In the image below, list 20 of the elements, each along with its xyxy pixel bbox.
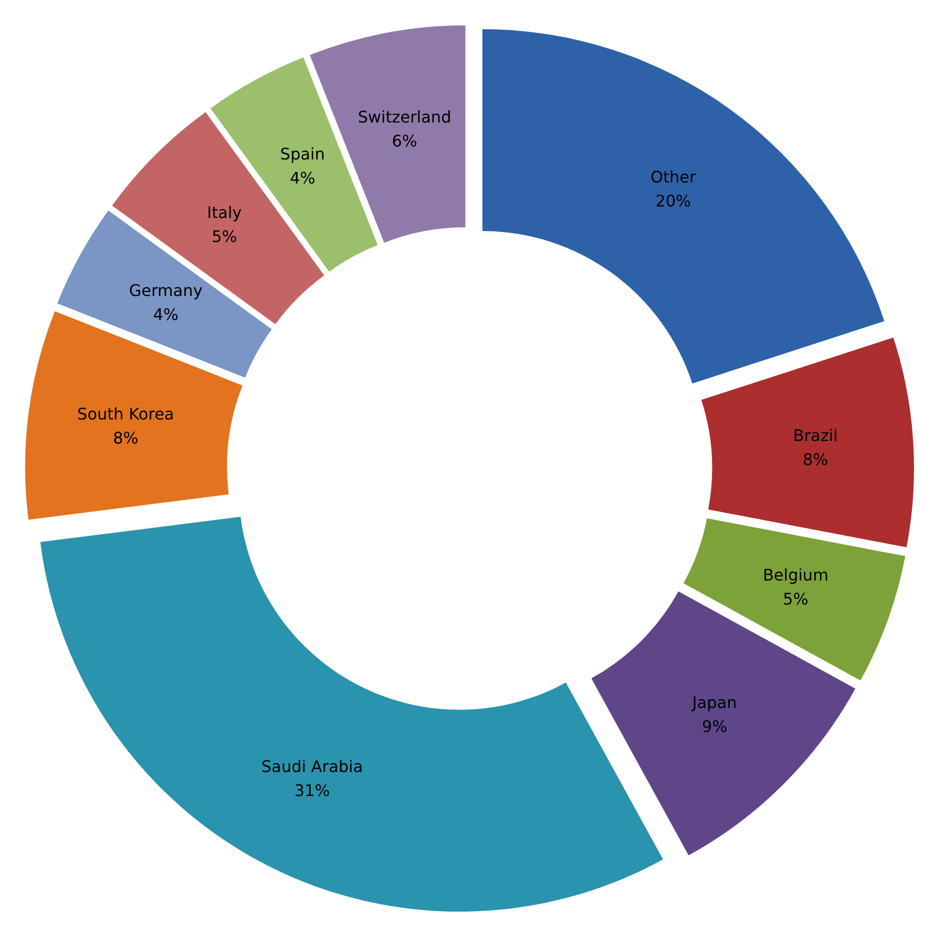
slice-label: Belgium [762, 565, 828, 584]
data-label: 5% [212, 226, 238, 246]
slice-label: Brazil [793, 426, 838, 446]
data-label: 6% [392, 132, 418, 151]
data-label: 8% [802, 450, 828, 470]
slice-label: Switzerland [358, 108, 452, 127]
slice-label: Other [650, 168, 696, 187]
data-label: 31% [294, 780, 330, 800]
data-label: 20% [655, 192, 692, 211]
data-label: 9% [702, 717, 728, 736]
data-label: 4% [290, 168, 316, 188]
slice-label: Italy [207, 202, 242, 222]
data-label: 4% [153, 305, 178, 324]
slice-label: South Korea [77, 404, 174, 424]
slice-label: Saudi Arabia [261, 756, 363, 776]
slice-label: Spain [280, 144, 325, 164]
slice-label: Germany [128, 281, 203, 300]
data-label: 8% [112, 428, 138, 448]
data-label: 5% [782, 589, 808, 608]
slice-label: Japan [691, 693, 737, 712]
